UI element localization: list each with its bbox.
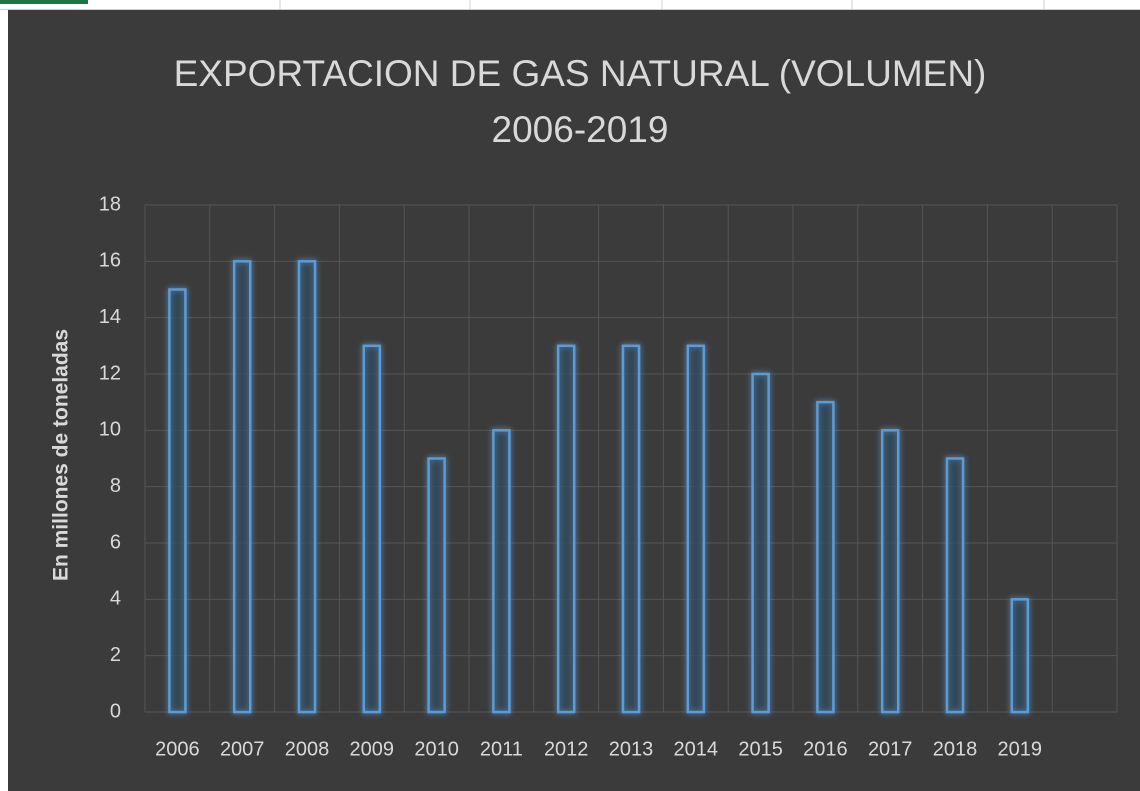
y-tick-label: 0 (110, 700, 121, 722)
bar (686, 344, 706, 714)
bar (621, 344, 641, 714)
bar (556, 344, 576, 714)
y-tick-label: 10 (99, 419, 121, 441)
x-tick-label: 2012 (544, 738, 589, 760)
y-tick-label: 4 (110, 588, 121, 610)
x-tick-label: 2009 (350, 738, 395, 760)
bar (297, 260, 317, 714)
bar (1010, 598, 1030, 714)
y-tick-label: 6 (110, 531, 121, 553)
y-tick-label: 18 (99, 193, 121, 215)
x-tick-label: 2010 (414, 738, 459, 760)
bar (362, 344, 382, 714)
y-tick-label: 8 (110, 475, 121, 497)
bar (945, 457, 965, 714)
bar (427, 457, 446, 714)
y-axis-label: En millones de toneladas (50, 329, 73, 581)
y-tick-label: 16 (99, 250, 121, 272)
bar (168, 288, 187, 714)
y-tick-label: 12 (99, 362, 121, 384)
sheet-tab (0, 0, 88, 4)
bar (816, 400, 835, 714)
bar (232, 260, 252, 714)
y-tick-label: 14 (99, 306, 121, 328)
x-tick-label: 2017 (868, 738, 913, 760)
sheet-gridlines (0, 0, 1140, 10)
x-tick-label: 2014 (674, 738, 719, 760)
x-tick-label: 2006 (155, 738, 200, 760)
x-tick-label: 2018 (933, 738, 978, 760)
bar (751, 372, 770, 714)
x-tick-label: 2015 (738, 738, 783, 760)
bar (880, 429, 900, 714)
x-tick-label: 2016 (803, 738, 848, 760)
bar (492, 429, 511, 714)
sheet-strip (0, 0, 1140, 10)
y-tick-label: 2 (110, 644, 121, 666)
x-tick-label: 2013 (609, 738, 654, 760)
x-tick-label: 2011 (480, 738, 523, 760)
chart-title: EXPORTACION DE GAS NATURAL (VOLUMEN) (174, 53, 987, 94)
x-tick-label: 2007 (220, 738, 265, 760)
chart-title: 2006-2019 (492, 109, 669, 150)
x-tick-label: 2019 (998, 738, 1043, 760)
x-tick-label: 2008 (285, 738, 330, 760)
